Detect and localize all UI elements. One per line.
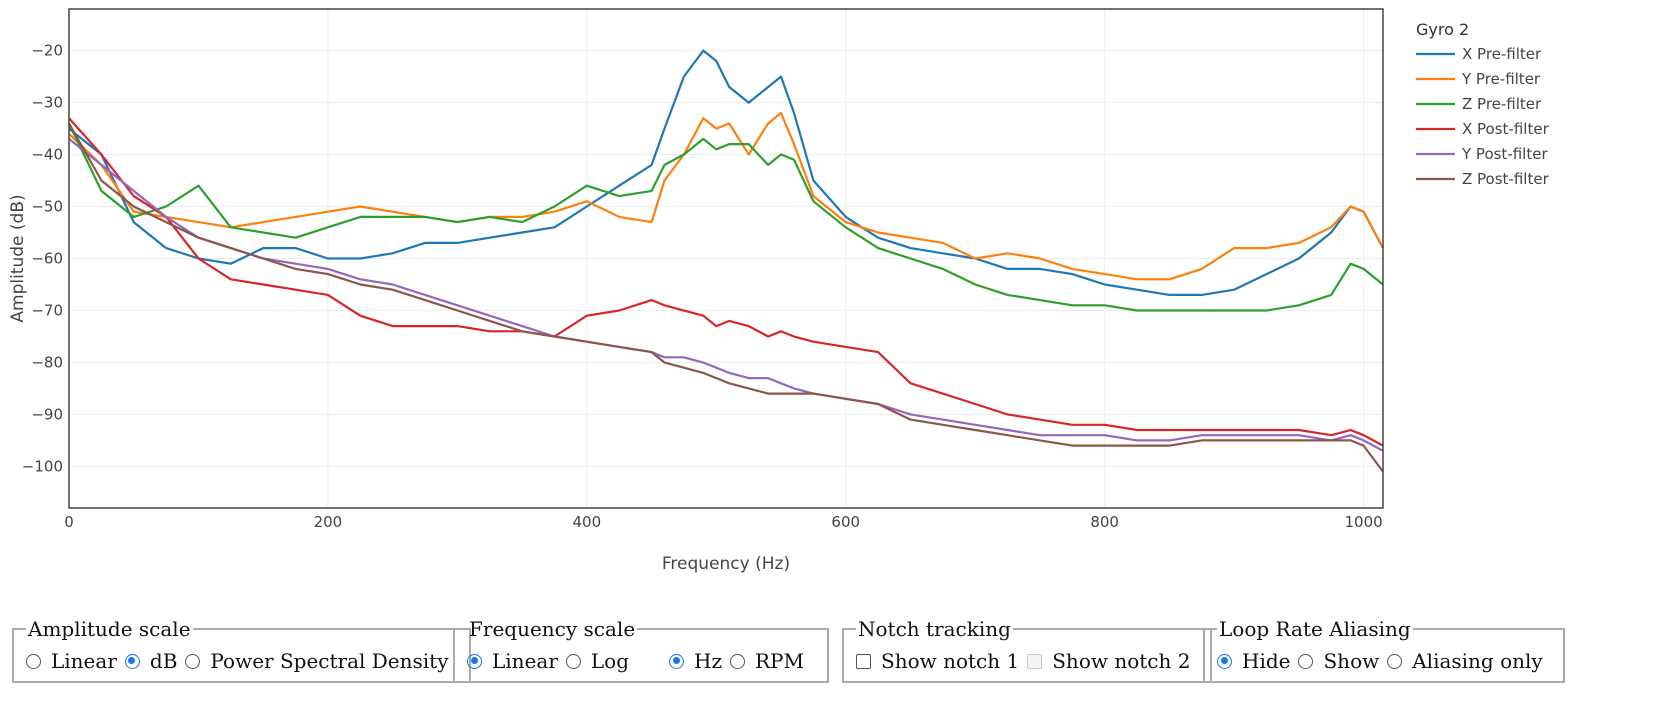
notch-tracking-legend: Notch tracking [858, 617, 1011, 641]
frequency-log-label[interactable]: Log [590, 649, 630, 673]
legend-item-2[interactable]: Y Pre-filter [1416, 70, 1541, 88]
legend[interactable]: Gyro 2 X Pre-filter Y Pre-filter Z Pre-fil… [1416, 20, 1550, 188]
show-notch-1-label[interactable]: Show notch 1 [881, 649, 1020, 673]
legend-label: Z Pre-filter [1462, 95, 1542, 113]
loop-rate-aliasing-legend: Loop Rate Aliasing [1219, 617, 1411, 641]
y-tick-label: −20 [31, 42, 63, 60]
y-tick-label: −100 [22, 457, 63, 475]
amplitude-linear-radio[interactable] [26, 653, 41, 669]
y-tick-label: −30 [31, 94, 63, 112]
y-tick-label: −40 [31, 146, 63, 164]
amplitude-scale-group: Amplitude scale Linear dB Power Spectral… [12, 617, 471, 683]
y-tick-label: −50 [31, 198, 63, 216]
legend-label: Y Post-filter [1461, 145, 1548, 163]
legend-item-1[interactable]: X Pre-filter [1416, 45, 1542, 63]
loop-rate-aliasing-group: Loop Rate Aliasing Hide Show Aliasing on… [1203, 617, 1565, 683]
series-line-5 [68, 138, 1384, 452]
aliasing-show-option[interactable]: Show [1298, 649, 1379, 673]
show-notch-2-checkbox [1027, 653, 1043, 669]
frequency-rpm-radio[interactable] [730, 653, 745, 669]
aliasing-only-radio[interactable] [1387, 653, 1403, 669]
show-notch-2-option: Show notch 2 [1027, 649, 1190, 673]
amplitude-scale-legend: Amplitude scale [28, 617, 191, 641]
legend-label: Y Pre-filter [1461, 70, 1541, 88]
x-tick-label: 1000 [1344, 513, 1382, 531]
frequency-log-radio[interactable] [565, 653, 581, 669]
amplitude-psd-label[interactable]: Power Spectral Density [210, 649, 449, 673]
amplitude-linear-option[interactable]: Linear [26, 649, 117, 673]
x-tick-label: 800 [1090, 513, 1119, 531]
frequency-hz-option[interactable]: Hz [669, 649, 722, 673]
show-notch-1-option[interactable]: Show notch 1 [856, 649, 1019, 673]
legend-title: Gyro 2 [1416, 20, 1469, 39]
y-tick-label: −70 [31, 301, 63, 319]
amplitude-db-label[interactable]: dB [149, 649, 178, 673]
plot-frame [68, 8, 1384, 509]
series-line-6 [68, 122, 1384, 473]
frequency-scale-group: Frequency scale Linear Log Hz RPM [453, 617, 829, 683]
aliasing-show-label[interactable]: Show [1323, 649, 1380, 673]
y-tick-label: −90 [31, 405, 63, 423]
series-line-4 [68, 117, 1384, 447]
y-axis: −20 −30 −40 −50 −60 −70 −80 −90 −100 [22, 42, 63, 476]
y-tick-label: −60 [31, 250, 63, 268]
show-notch-1-checkbox[interactable] [856, 653, 871, 669]
legend-label: X Pre-filter [1462, 45, 1542, 63]
x-axis-title: Frequency (Hz) [662, 554, 790, 574]
legend-label: X Post-filter [1462, 120, 1550, 138]
x-axis: 0 200 400 600 800 1000 [64, 513, 1382, 531]
x-tick-label: 400 [573, 513, 602, 531]
aliasing-hide-radio[interactable] [1217, 653, 1232, 669]
aliasing-show-radio[interactable] [1298, 653, 1314, 669]
frequency-rpm-label[interactable]: RPM [755, 649, 804, 673]
frequency-linear-option[interactable]: Linear [467, 649, 558, 673]
legend-item-5[interactable]: Y Post-filter [1416, 145, 1548, 163]
legend-item-6[interactable]: Z Post-filter [1416, 170, 1550, 188]
frequency-hz-radio[interactable] [669, 653, 685, 669]
aliasing-hide-option[interactable]: Hide [1217, 649, 1290, 673]
x-tick-label: 0 [64, 513, 74, 531]
legend-item-3[interactable]: Z Pre-filter [1416, 95, 1542, 113]
legend-label: Z Post-filter [1462, 170, 1550, 188]
frequency-rpm-option[interactable]: RPM [730, 649, 804, 673]
amplitude-db-radio[interactable] [124, 653, 140, 669]
frequency-hz-label[interactable]: Hz [694, 649, 722, 673]
notch-tracking-group: Notch tracking Show notch 1 Show notch 2 [842, 617, 1213, 683]
amplitude-linear-label[interactable]: Linear [51, 649, 117, 673]
series-line-2 [68, 111, 1384, 281]
amplitude-psd-radio[interactable] [185, 653, 201, 669]
chart-grid [68, 9, 1383, 508]
y-tick-label: −80 [31, 353, 63, 371]
series-line-3 [68, 122, 1384, 312]
legend-item-4[interactable]: X Post-filter [1416, 120, 1550, 138]
frequency-linear-label[interactable]: Linear [492, 649, 558, 673]
frequency-linear-radio[interactable] [467, 653, 482, 669]
aliasing-only-option[interactable]: Aliasing only [1387, 649, 1543, 673]
aliasing-hide-label[interactable]: Hide [1242, 649, 1291, 673]
frequency-log-option[interactable]: Log [565, 649, 630, 673]
series-line-1 [68, 49, 1384, 296]
y-axis-title: Amplitude (dB) [8, 194, 28, 322]
show-notch-2-label: Show notch 2 [1052, 649, 1191, 673]
amplitude-psd-option[interactable]: Power Spectral Density [185, 649, 449, 673]
aliasing-only-label[interactable]: Aliasing only [1412, 649, 1543, 673]
amplitude-db-option[interactable]: dB [124, 649, 178, 673]
x-tick-label: 600 [831, 513, 860, 531]
frequency-scale-legend: Frequency scale [469, 617, 636, 641]
x-tick-label: 200 [314, 513, 343, 531]
chart-series-layer [68, 49, 1384, 473]
